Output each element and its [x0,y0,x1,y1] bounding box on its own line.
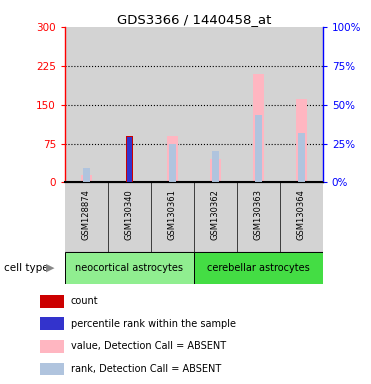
Title: GDS3366 / 1440458_at: GDS3366 / 1440458_at [116,13,271,26]
Bar [169,144,175,182]
Bar [127,137,132,182]
Bar [151,182,194,252]
Bar [65,252,194,284]
Text: GSM130362: GSM130362 [211,189,220,240]
Bar [280,27,323,182]
Text: GSM130363: GSM130363 [254,189,263,240]
Bar [40,340,64,353]
Bar [298,133,305,182]
Text: percentile rank within the sample: percentile rank within the sample [71,319,236,329]
Bar [83,169,90,182]
Bar [253,74,264,182]
Text: GSM130364: GSM130364 [297,189,306,240]
Bar [210,159,221,182]
Bar [65,27,108,182]
Text: neocortical astrocytes: neocortical astrocytes [75,263,183,273]
Bar [108,27,151,182]
Bar [194,182,237,252]
Bar [212,151,219,182]
Bar [237,27,280,182]
Text: value, Detection Call = ABSENT: value, Detection Call = ABSENT [71,341,226,351]
Bar [40,362,64,375]
Text: GSM130361: GSM130361 [168,189,177,240]
Text: ▶: ▶ [46,263,54,273]
Bar [65,182,108,252]
Bar [255,115,262,182]
Bar [280,182,323,252]
Bar [237,182,280,252]
Bar [40,295,64,308]
Bar [40,318,64,330]
Bar [81,175,92,182]
Bar [194,27,237,182]
Text: rank, Detection Call = ABSENT: rank, Detection Call = ABSENT [71,364,221,374]
Bar [125,136,133,182]
Text: GSM130340: GSM130340 [125,189,134,240]
Bar [194,252,323,284]
Text: GSM128874: GSM128874 [82,189,91,240]
Bar [151,27,194,182]
Text: count: count [71,296,98,306]
Text: cerebellar astrocytes: cerebellar astrocytes [207,263,310,273]
Bar [108,182,151,252]
Bar [296,99,307,182]
Text: cell type: cell type [4,263,48,273]
Bar [167,136,178,182]
